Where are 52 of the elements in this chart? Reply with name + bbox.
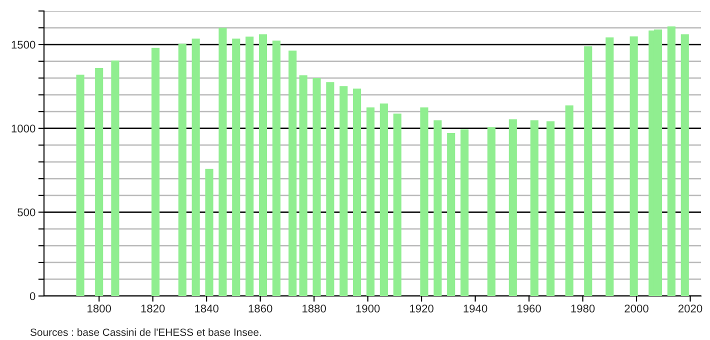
x-tick-label: 1920 [410,304,434,312]
bar [288,50,297,296]
bar [340,86,348,296]
bar [584,46,592,296]
bar [111,60,120,296]
x-tick-label: 1800 [88,304,112,312]
x-tick-label: 1820 [141,304,165,312]
x-tick-label: 2000 [624,304,648,312]
bar [565,105,574,296]
x-tick-label: 1980 [571,304,595,312]
bar [151,48,160,296]
x-tick-label: 1860 [248,304,272,312]
bar [299,75,308,296]
bar [205,168,214,296]
bar [178,44,186,296]
bar [447,133,456,296]
bar [420,107,428,296]
bar [630,36,638,296]
y-tick-label: 500 [18,208,36,216]
bar [312,78,321,296]
x-tick-label: 1840 [195,304,218,312]
x-tick-label: 1960 [518,304,541,312]
bar [434,120,442,296]
bar [487,127,496,296]
bar [508,119,517,296]
bar [76,74,84,296]
bar [460,129,469,296]
bar [218,28,227,296]
bar [353,88,362,296]
x-tick-label: 1940 [464,304,488,312]
bar [546,121,555,296]
bar [366,107,375,296]
bar [192,38,200,296]
bar [258,34,268,296]
bar [680,34,689,296]
source-note: Sources : base Cassini de l'EHESS et base Insee. [30,328,261,336]
y-tick-label: 0 [30,292,36,300]
bar [380,104,388,296]
x-tick-label: 1880 [302,304,326,312]
x-tick-label: 2020 [678,304,702,312]
bar [272,40,280,296]
y-tick-label: 1000 [12,124,36,132]
y-tick-label: 1500 [12,40,36,49]
bar [246,36,254,296]
bar [393,114,402,296]
bar [326,82,334,296]
bar [606,37,614,296]
bar [95,68,104,296]
bar [530,120,538,296]
x-tick-label: 1900 [356,304,380,312]
bar [667,26,676,296]
bar [232,38,240,296]
